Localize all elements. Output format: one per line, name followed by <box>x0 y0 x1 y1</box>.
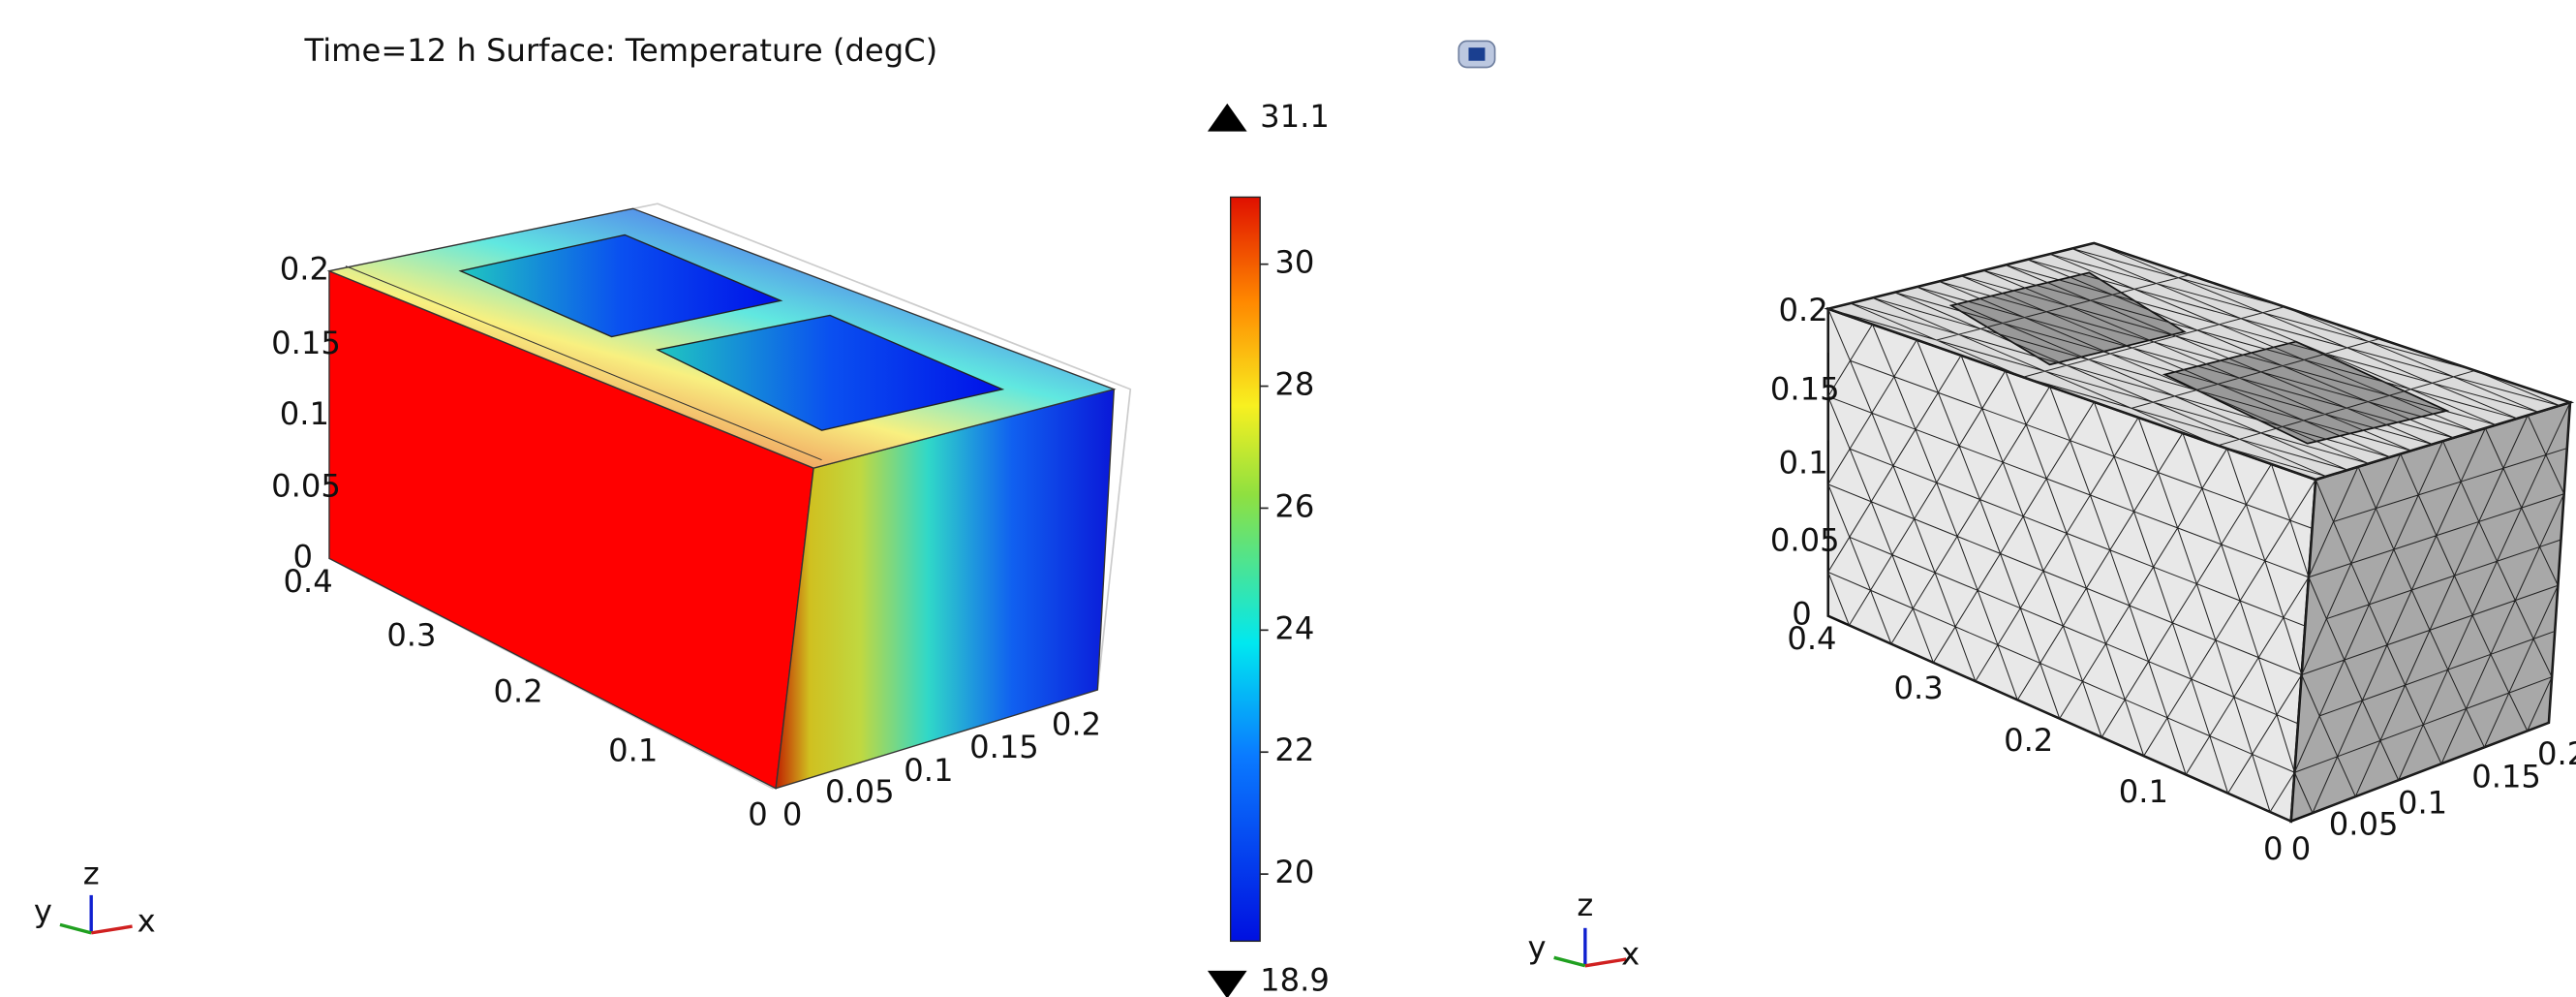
axis-tick-label: 0.2 <box>2537 735 2576 772</box>
colorbar-tick-label: 24 <box>1274 609 1314 646</box>
snapshot-icon[interactable] <box>1458 41 1494 67</box>
temperature-plot <box>329 203 1130 788</box>
colorbar-tick-label: 22 <box>1274 732 1314 768</box>
axis-tick-label: 0.15 <box>2471 759 2541 795</box>
axis-tick-label: 0.3 <box>386 617 436 654</box>
axis-tick-label: 0.1 <box>1779 445 1828 482</box>
colorbar: 31.1 18.9 20 22 24 26 28 30 <box>1208 98 1330 997</box>
colorbar-max: 31.1 <box>1260 98 1330 135</box>
plot-title: Time=12 h Surface: Temperature (degC) <box>304 32 938 69</box>
colorbar-tick-label: 20 <box>1274 854 1314 890</box>
screenshot: Time=12 h Surface: Temperature (degC) 31… <box>0 0 2576 997</box>
axis-tick-label: 0.2 <box>494 672 543 709</box>
axis-tick-label: 0 <box>748 796 767 833</box>
axis-tick-label: 0.1 <box>608 732 658 768</box>
colorbar-tick-label: 30 <box>1274 244 1314 281</box>
triad-label: x <box>138 903 156 940</box>
axis-tick-label: 0.4 <box>284 563 333 600</box>
axis-tick-label: 0 <box>2263 830 2283 867</box>
page: Time=12 h Surface: Temperature (degC) 31… <box>0 0 2576 997</box>
axis-tick-label: 0.05 <box>271 467 341 504</box>
axis-tick-label: 0.2 <box>280 251 329 288</box>
axis-tick-label: 0.1 <box>2119 773 2168 810</box>
axis-tick-label: 0.05 <box>2329 806 2399 843</box>
mesh-plot <box>1828 243 2570 822</box>
axis-tick-label: 0.05 <box>1770 521 1840 558</box>
axis-tick-label: 0.2 <box>1779 292 1828 328</box>
axis-tick-label: 0.15 <box>969 729 1039 765</box>
axis-tick-label: 0.1 <box>904 752 953 789</box>
axis-tick-label: 0.15 <box>1770 370 1840 407</box>
axis-tick-label: 0 <box>782 796 802 833</box>
triad-label: y <box>34 893 52 930</box>
triad-label: y <box>1528 929 1547 966</box>
axis-tick-label: 0.1 <box>280 395 329 432</box>
axis-tick-label: 0.05 <box>825 773 895 810</box>
colorbar-tick-label: 28 <box>1274 366 1314 403</box>
axis-tick-label: 0.2 <box>2004 722 2053 759</box>
triad-label: z <box>1577 887 1593 923</box>
triad-label: x <box>1621 936 1640 973</box>
axis-triads <box>60 895 1626 966</box>
axis-tick-label: 0.4 <box>1787 620 1836 657</box>
axis-tick-label: 0.3 <box>1894 670 1944 706</box>
axis-tick-label: 0.15 <box>271 325 341 361</box>
axis-tick-label: 0.1 <box>2398 785 2447 822</box>
colorbar-tick-label: 26 <box>1274 487 1314 524</box>
axis-tick-label: 0.2 <box>1052 705 1101 742</box>
axis-tick-label: 0 <box>2291 830 2311 867</box>
colorbar-min: 18.9 <box>1260 962 1330 997</box>
triad-label: z <box>83 856 100 892</box>
